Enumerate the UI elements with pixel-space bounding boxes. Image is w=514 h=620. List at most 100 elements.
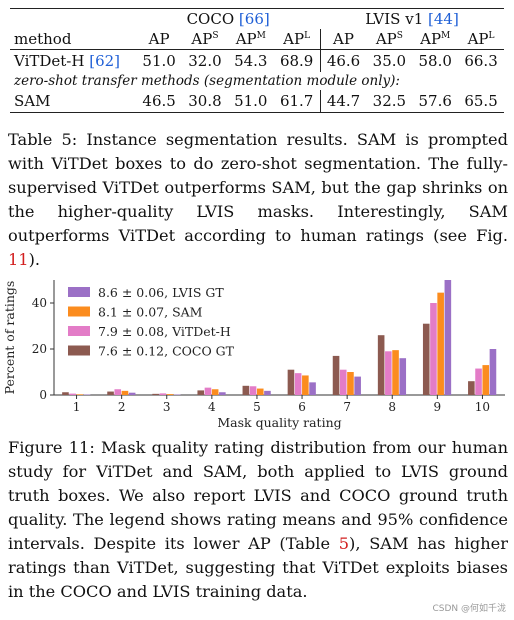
bar (482, 365, 490, 395)
bar (152, 393, 159, 395)
bar (399, 358, 407, 395)
coco-group-header: COCO [66] (136, 8, 321, 29)
table-cell: 66.3 (464, 52, 498, 70)
bar (159, 393, 167, 395)
bar (468, 381, 475, 395)
table-row: SAM 46.5 30.8 51.0 61.7 44.7 32.5 57.6 6… (10, 90, 504, 113)
zero-shot-label-row: zero-shot transfer methods (segmentation… (10, 72, 504, 90)
bar (264, 390, 271, 395)
bar (121, 390, 129, 395)
table-cell: 51.0 (227, 90, 274, 113)
x-tick-label: 4 (208, 400, 216, 414)
method-col-header: method (10, 29, 137, 50)
lvis-apl-header: APL (458, 29, 504, 50)
x-tick-label: 6 (298, 400, 306, 414)
x-tick-label: 1 (73, 400, 81, 414)
lvis-ap-header: AP (319, 29, 367, 50)
bar (219, 392, 226, 395)
lvis-apm-header: APM (412, 29, 459, 50)
table-ref-link[interactable]: 5 (338, 534, 350, 553)
bar (128, 392, 136, 395)
bar (385, 351, 392, 395)
bar (211, 389, 219, 395)
rating-bar-chart: 0 20 40 1 2 3 4 5 6 7 8 9 10 Mask quality rating Perce… (2, 280, 505, 430)
coco-aps-header: APS (182, 29, 228, 50)
table-cell: 44.7 (319, 90, 367, 113)
table-cell: 65.5 (458, 90, 504, 113)
legend-label: 8.6 ± 0.06, LVIS GT (98, 285, 224, 300)
table-caption: Table 5: Instance segmentation results. … (8, 130, 508, 269)
bar (302, 375, 309, 395)
coco-ap-header: AP (136, 29, 183, 50)
bar (437, 292, 444, 395)
table-cell: 54.3 (234, 52, 268, 70)
table-cell: 57.6 (412, 90, 459, 113)
bar (197, 390, 205, 395)
bar (392, 350, 399, 395)
y-tick-label: 0 (39, 388, 47, 402)
bar (444, 280, 452, 395)
x-tick-label: 7 (343, 400, 351, 414)
legend-label: 7.9 ± 0.08, ViTDet-H (98, 324, 231, 339)
zero-shot-label: zero-shot transfer methods (segmentation… (14, 73, 400, 89)
bar (309, 382, 316, 395)
table-group-header-row: COCO [66] LVIS v1 [44] (10, 8, 504, 29)
y-axis-label: Percent of ratings (2, 281, 17, 395)
bar (332, 355, 340, 395)
bar (69, 393, 76, 395)
watermark: CSDN @何如千泷 (432, 604, 506, 614)
bar (339, 369, 347, 395)
bar (287, 369, 295, 395)
bar (204, 387, 212, 395)
bar (377, 335, 385, 395)
table-cell: 30.8 (182, 90, 228, 113)
x-tick-label: 9 (434, 400, 442, 414)
method-cell: SAM (10, 90, 137, 113)
bar (242, 385, 250, 395)
legend-swatch (68, 345, 90, 356)
x-tick-label: 10 (475, 400, 490, 414)
x-tick-label: 8 (388, 400, 396, 414)
table-cell: 51.0 (142, 52, 176, 70)
table-cell: 32.0 (188, 52, 222, 70)
x-tick-label: 3 (163, 400, 171, 414)
bar (475, 368, 482, 395)
x-axis-label: Mask quality rating (217, 415, 341, 430)
legend-label: 7.6 ± 0.12, COCO GT (98, 344, 235, 359)
y-tick-label: 40 (32, 296, 47, 310)
bar (76, 394, 84, 395)
bar (256, 388, 264, 395)
bar (347, 372, 354, 395)
bar (354, 376, 361, 395)
legend-swatch (68, 326, 90, 336)
figure-caption: Figure 11: Mask quality rating distribut… (8, 438, 508, 601)
table-row: ViTDet-H [62] 51.0 32.0 54.3 68.9 46.6 3… (10, 49, 504, 72)
results-table: COCO [66] LVIS v1 [44] method AP APS APM… (10, 8, 504, 113)
bar (107, 391, 114, 395)
bar (430, 303, 437, 395)
coco-apl-header: APL (273, 29, 321, 50)
table-column-header-row: method AP APS APM APL AP APS APM APL (10, 29, 504, 50)
lvis-aps-header: APS (366, 29, 413, 50)
bar (489, 349, 497, 395)
table-cell: 32.5 (366, 90, 413, 113)
bar (422, 323, 430, 395)
bar (294, 373, 302, 395)
method-cell: ViTDet-H [62] (14, 52, 121, 70)
legend-swatch (68, 306, 90, 317)
table-cell: 46.5 (136, 90, 183, 113)
table-cell: 35.0 (372, 52, 407, 70)
coco-apm-header: APM (227, 29, 274, 50)
lvis-group-header: LVIS v1 [44] (320, 8, 504, 29)
legend-label: 8.1 ± 0.07, SAM (98, 305, 203, 320)
x-tick-label: 2 (118, 400, 126, 414)
x-tick-label: 5 (253, 400, 261, 414)
bar (249, 386, 257, 395)
bar (62, 392, 69, 395)
figure-ref-link[interactable]: 11 (8, 250, 29, 269)
table-cell: 68.9 (279, 52, 314, 70)
bar (166, 394, 174, 395)
table-cell: 58.0 (418, 52, 452, 70)
table-cell: 46.6 (319, 49, 367, 72)
table-cell: 61.7 (273, 90, 321, 113)
